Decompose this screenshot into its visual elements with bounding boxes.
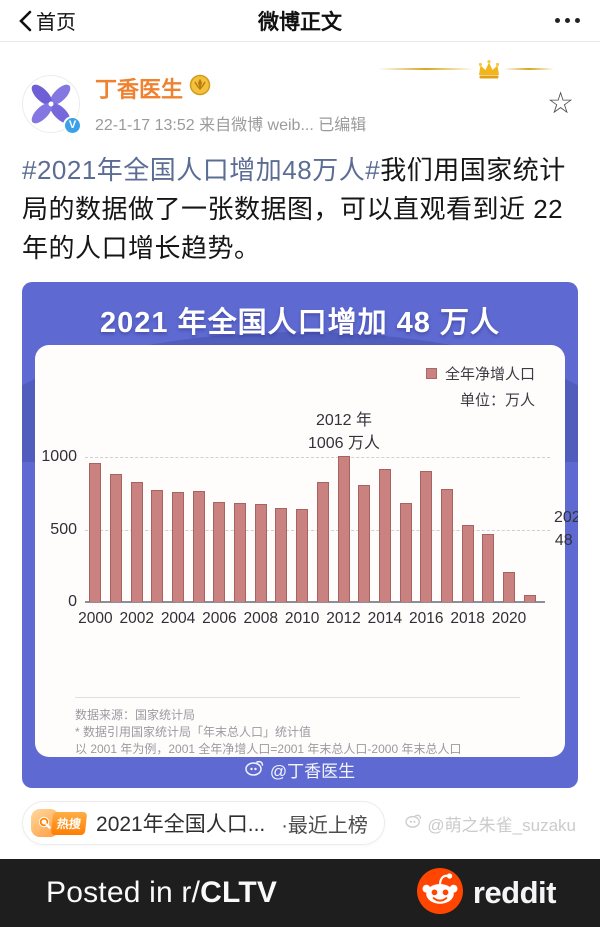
x-tick-2014: 2014 <box>367 610 403 627</box>
y-tick-1000: 1000 <box>41 448 77 465</box>
reddit-snoo-icon <box>416 867 463 919</box>
bar-2018 <box>461 525 474 602</box>
edited-label: 已编辑 <box>318 117 367 134</box>
x-tick-2018: 2018 <box>450 610 485 627</box>
y-tick-0: 0 <box>68 593 77 610</box>
author-row: V 丁香医生 22-1-17 13:52 来自微博 weib... 已编辑 <box>22 42 578 135</box>
hot-search-suffix: ·最近上榜 <box>281 814 368 837</box>
bar-2005 <box>192 490 205 602</box>
y-tick-500: 500 <box>50 520 77 538</box>
plot-area: 2021 年 48 万人 <box>85 456 578 603</box>
author-name[interactable]: 丁香医生 <box>95 72 543 104</box>
chevron-left-icon <box>18 10 32 32</box>
hot-search-icon: 热搜 <box>31 809 88 837</box>
bar-2000 <box>89 463 102 602</box>
bar-2002 <box>130 482 143 602</box>
post-body: #2021年全国人口增加48万人#我们用国家统计局的数据做了一张数据图，可以直观… <box>22 151 578 268</box>
annotation-2012: 2012 年 1006 万人 <box>307 412 381 452</box>
chart-footer-divider <box>75 697 520 698</box>
legend-label: 全年净增人口 <box>444 366 535 383</box>
chart-title: 2021 年全国人口增加 48 万人 <box>100 307 500 339</box>
bar-2021 <box>523 595 536 602</box>
bar-2010 <box>296 509 309 602</box>
chart-card: 全年净增人口 单位：万人 2012 年 1006 万人 2021 年 48 万人… <box>35 345 578 758</box>
reddit-footer-bar: Posted in r/CLTV reddit <box>0 859 600 927</box>
x-tick-2006: 2006 <box>202 610 237 627</box>
x-axis-labels: 2000 2002 2004 2006 2008 2010 2012 2014 2016 2018… <box>78 610 540 630</box>
bar-2013 <box>358 485 371 602</box>
crown-decoration <box>378 54 566 84</box>
x-tick-2012: 2012 <box>326 610 361 627</box>
back-button[interactable]: 首页 <box>18 6 76 35</box>
timestamp: 22-1-17 13:52 <box>95 117 195 134</box>
bar-2011 <box>316 482 329 602</box>
x-tick-2002: 2002 <box>119 610 154 627</box>
bar-2019 <box>482 534 495 602</box>
x-tick-2000: 2000 <box>78 610 113 627</box>
gridline-1000 <box>85 457 550 458</box>
bar-2015 <box>399 503 412 602</box>
favorite-star-button[interactable]: ☆ <box>547 85 574 121</box>
legend-swatch <box>425 368 437 379</box>
hot-badge: 热搜 <box>50 811 88 835</box>
back-label: 首页 <box>36 12 76 34</box>
bar-2009 <box>275 508 288 602</box>
bar-2017 <box>440 489 453 602</box>
hashtag-link[interactable]: #2021年全国人口增加48万人# <box>22 155 381 185</box>
source-label: 来自微博 weib... <box>199 117 314 134</box>
chart-image[interactable]: 2021 年全国人口增加 48 万人 全年净增人口 单位：万人 2012 年 1… <box>22 282 578 788</box>
posted-in-label: Posted in r/CLTV <box>46 876 278 909</box>
footnote-line: 数据来源：国家统计局 <box>75 708 196 722</box>
medal-badge-icon <box>189 74 211 102</box>
subreddit-name: CLTV <box>200 876 278 909</box>
bar-2006 <box>213 501 226 602</box>
page-watermark: @萌之朱雀_suzaku <box>405 811 578 836</box>
crown-icon <box>474 59 504 80</box>
x-tick-2010: 2010 <box>284 610 320 627</box>
bar-2003 <box>151 489 164 602</box>
bar-2020 <box>502 572 515 602</box>
weibo-logo-icon <box>245 759 264 781</box>
footnote-line: 以 2001 年为例，2001 全年净增人口=2001 年末总人口-2000 年… <box>75 742 462 756</box>
unit-label: 单位：万人 <box>459 392 535 409</box>
avatar[interactable]: V <box>22 74 82 135</box>
x-tick-2008: 2008 <box>243 610 279 627</box>
reddit-brand: reddit <box>416 867 557 919</box>
reddit-wordmark: reddit <box>472 875 557 910</box>
chart-watermark: @丁香医生 <box>22 757 578 782</box>
bar-2007 <box>234 503 247 602</box>
x-axis-baseline <box>85 601 545 603</box>
more-options-button[interactable] <box>553 12 582 29</box>
chart-footnotes: 数据来源：国家统计局 * 数据引用国家统计局「年末总人口」统计值 以 2001 … <box>75 707 539 758</box>
x-tick-2016: 2016 <box>409 610 444 627</box>
nav-bar: 首页 微博正文 <box>0 0 600 42</box>
hot-search-text: 2021年全国人口... <box>96 813 266 836</box>
hot-search-pill[interactable]: 热搜 2021年全国人口... ·最近上榜 <box>22 801 385 845</box>
bar-2012 <box>337 456 350 602</box>
bar-2016 <box>420 470 433 602</box>
verified-badge: V <box>63 115 82 135</box>
bar-2001 <box>110 473 123 602</box>
x-tick-2020: 2020 <box>491 610 527 627</box>
magnifier-icon <box>38 816 51 829</box>
chart-legend: 全年净增人口 <box>425 363 535 384</box>
post-meta: 22-1-17 13:52 来自微博 weib... 已编辑 <box>95 111 543 135</box>
footnote-line: * 数据引用国家统计局「年末总人口」统计值 <box>75 725 312 739</box>
bar-2004 <box>172 491 185 602</box>
page-title: 微博正文 <box>258 10 342 34</box>
weibo-logo-icon <box>405 813 422 833</box>
annotation-2021: 2021 年 48 万人 <box>553 509 578 549</box>
bar-2008 <box>254 504 267 602</box>
x-tick-2004: 2004 <box>160 610 196 627</box>
bar-2014 <box>378 468 391 602</box>
post-card: V 丁香医生 22-1-17 13:52 来自微博 weib... 已编辑 <box>0 42 600 845</box>
post-text: 我们用国家统计局的数据做了一张数据图，可以直观看到近 22 年的人口增长趋势。 <box>22 155 566 263</box>
